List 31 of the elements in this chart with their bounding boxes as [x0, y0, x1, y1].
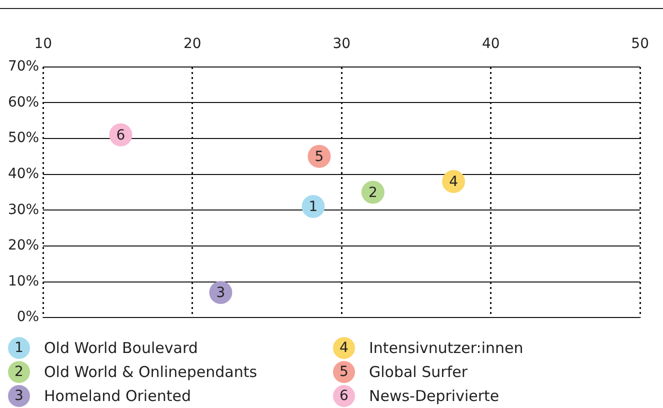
y-tick-label: 30% — [8, 202, 40, 218]
y-tick-label: 0% — [16, 309, 40, 326]
y-tick-label: 60% — [8, 94, 40, 110]
text: 4 — [340, 340, 348, 356]
legend-label: Homeland Oriented — [44, 387, 191, 405]
text: 6 — [340, 388, 348, 404]
x-tick-label: 50 — [631, 36, 650, 52]
legend-label: Global Surfer — [369, 363, 468, 381]
y-tick-label: 40% — [8, 166, 40, 182]
x-tick-label: 40 — [482, 36, 500, 52]
annotation: 3 — [216, 285, 226, 302]
annotation: 2 — [368, 184, 378, 201]
annotation: 4 — [449, 174, 458, 190]
y-tick-label: 20% — [8, 238, 40, 254]
y-tick-label: 10% — [8, 273, 40, 290]
annotation: 6 — [116, 128, 126, 144]
x-tick-label: 10 — [34, 36, 52, 52]
y-tick-label: 70% — [8, 58, 40, 74]
text: 5 — [340, 364, 348, 380]
legend-label: News-Deprivierte — [369, 387, 500, 405]
x-tick-label: 20 — [183, 36, 202, 52]
y-tick-label: 50% — [8, 130, 40, 146]
text: 2 — [14, 364, 24, 380]
legend-label: Old World Boulevard — [44, 339, 198, 357]
annotation: 5 — [314, 149, 324, 166]
text: 1 — [14, 340, 24, 356]
legend-label: Old World & Onlinependants — [44, 363, 258, 381]
legend-label: Intensivnutzer:innen — [369, 339, 524, 357]
annotation: 1 — [308, 199, 318, 216]
x-tick-label: 30 — [332, 36, 351, 52]
text: 3 — [14, 388, 24, 404]
